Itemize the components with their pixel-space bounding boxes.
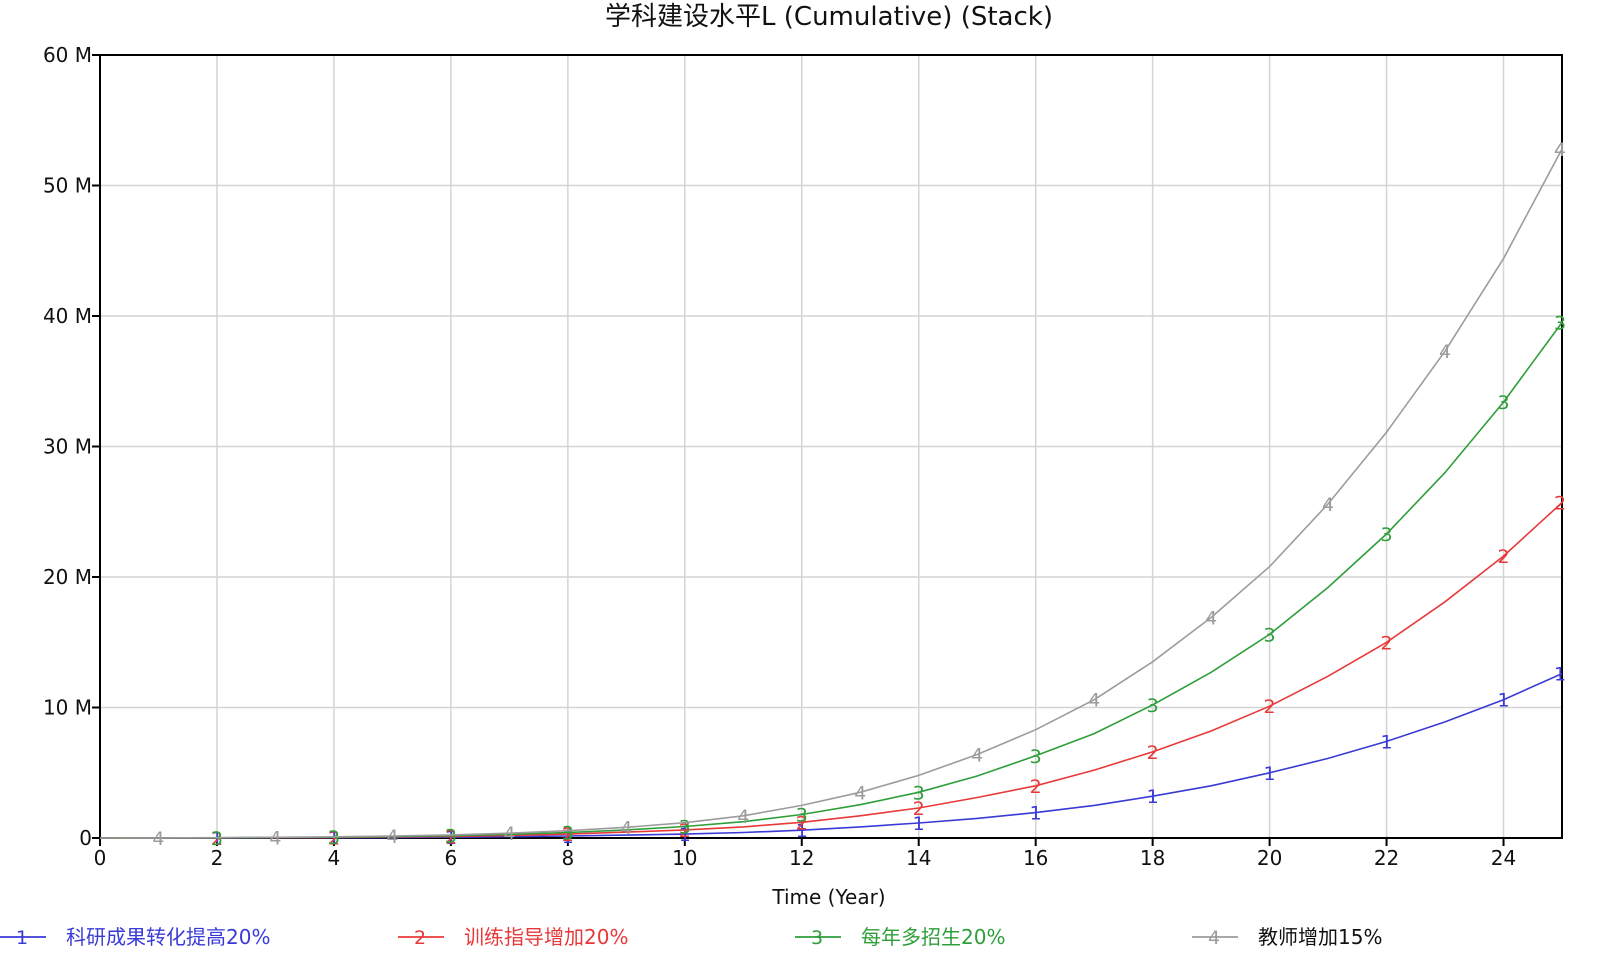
series-4-marker: 4 [386, 826, 398, 848]
series-2-marker: 2 [1264, 696, 1276, 718]
series-2-marker: 2 [328, 827, 340, 849]
x-tick-label: 4 [328, 846, 341, 870]
series-4-marker: 4 [269, 827, 281, 849]
y-tick-label: 0 [79, 826, 92, 850]
x-tick-label: 16 [1023, 846, 1048, 870]
series-3-marker: 3 [211, 828, 223, 850]
legend-marker: 2 [414, 927, 426, 949]
series-3-marker: 3 [1554, 313, 1566, 335]
series-3-marker: 3 [679, 817, 691, 839]
y-tick-label: 20 M [43, 565, 92, 589]
series-4-marker: 4 [1439, 341, 1451, 363]
series-2: 2 2 2 2 2 2 2 2 2 2 2 2 2 [99, 493, 1566, 850]
series-3-marker: 3 [796, 805, 808, 827]
series-1-marker: 1 [211, 828, 223, 850]
series-1-marker: 1 [1554, 664, 1566, 686]
x-tick-label: 0 [94, 846, 107, 870]
legend-label: 教师增加15% [1258, 925, 1382, 949]
series-4-marker: 4 [737, 806, 749, 828]
x-tick-label: 22 [1374, 846, 1399, 870]
series-4-marker: 4 [152, 828, 164, 850]
series-2-marker: 2 [1381, 632, 1393, 654]
x-axis-label: Time (Year) [771, 885, 885, 909]
series-1-marker: 1 [1147, 786, 1159, 808]
y-axis-ticks: 0 10 M 20 M 30 M 40 M 50 M 60 M [43, 43, 100, 850]
legend-label: 每年多招生20% [861, 925, 1005, 949]
series-2-marker: 2 [913, 798, 925, 820]
series-1-line [100, 672, 1563, 839]
series-2-marker: 2 [1554, 493, 1566, 515]
y-tick-label: 50 M [43, 174, 92, 198]
series-2-marker: 2 [445, 826, 457, 848]
y-tick-label: 10 M [43, 696, 92, 720]
legend-marker: 1 [16, 927, 28, 949]
x-tick-label: 2 [211, 846, 224, 870]
series-1-marker: 1 [796, 820, 808, 842]
chart-title: 学科建设水平L (Cumulative) (Stack) [605, 2, 1053, 32]
series-4-marker: 4 [1554, 139, 1566, 161]
series-2-marker: 2 [1147, 742, 1159, 764]
grid [99, 54, 1562, 839]
y-tick-label: 40 M [43, 304, 92, 328]
x-axis-ticks: 0 2 4 6 8 10 12 14 16 18 20 22 24 [94, 838, 1516, 870]
series-3-marker: 3 [1381, 524, 1393, 546]
series-4-marker: 4 [1205, 607, 1217, 629]
series-2-line [99, 502, 1563, 839]
legend: 1 科研成果转化提高20% 2 训练指导增加20% 3 每年多招生20% 4 教师增加15% [0, 925, 1382, 949]
series-3-line [99, 322, 1563, 839]
series-3-marker: 3 [562, 823, 574, 845]
series-1-marker: 1 [913, 813, 925, 835]
series-4-marker: 4 [1088, 690, 1100, 712]
series-4-marker: 4 [503, 823, 515, 845]
series-2-marker: 2 [1030, 776, 1042, 798]
series-3-marker: 3 [913, 782, 925, 804]
y-tick-label: 30 M [43, 435, 92, 459]
x-tick-label: 8 [561, 846, 574, 870]
series-1-marker: 1 [445, 827, 457, 849]
series-3-marker: 3 [328, 827, 340, 849]
x-tick-label: 10 [672, 846, 697, 870]
series-4-marker: 4 [854, 782, 866, 804]
series-2-marker: 2 [679, 820, 691, 842]
series-1-marker: 1 [1381, 731, 1393, 753]
x-tick-label: 24 [1491, 846, 1516, 870]
series-4-marker: 4 [1322, 494, 1334, 516]
series-4-marker: 4 [971, 744, 983, 766]
x-tick-label: 20 [1257, 846, 1282, 870]
x-tick-label: 18 [1140, 846, 1165, 870]
series-4-line [99, 148, 1563, 839]
series-4-marker: 4 [620, 817, 632, 839]
series-3-marker: 3 [1030, 746, 1042, 768]
series-4-marker: 4 [1554, 139, 1566, 161]
y-tick-label: 60 M [43, 43, 92, 67]
series-3-marker: 3 [1497, 392, 1509, 414]
series-3: 3 3 3 3 3 3 3 3 3 3 3 3 3 [99, 313, 1566, 850]
series-1-marker: 1 [1264, 763, 1276, 785]
legend-label: 科研成果转化提高20% [66, 925, 270, 949]
legend-item-2: 2 训练指导增加20% [398, 925, 628, 949]
series-3-marker: 3 [445, 826, 457, 848]
series-3-marker: 3 [1264, 624, 1276, 646]
series-2-marker: 2 [211, 828, 223, 850]
x-tick-label: 12 [789, 846, 814, 870]
legend-marker: 3 [811, 927, 823, 949]
legend-item-3: 3 每年多招生20% [795, 925, 1005, 949]
series-1-marker: 1 [1030, 803, 1042, 825]
series-2-marker: 2 [1497, 546, 1509, 568]
legend-item-4: 4 教师增加15% [1192, 925, 1382, 949]
series-2-marker: 2 [796, 812, 808, 834]
series-3-marker: 3 [1147, 695, 1159, 717]
legend-item-1: 1 科研成果转化提高20% [0, 925, 270, 949]
legend-marker: 4 [1208, 927, 1220, 949]
series-1-marker: 1 [1497, 690, 1509, 712]
x-tick-label: 14 [906, 846, 931, 870]
legend-label: 训练指导增加20% [464, 925, 628, 949]
series-1-marker: 1 [328, 828, 340, 850]
x-tick-label: 6 [445, 846, 458, 870]
series-2-marker: 2 [562, 824, 574, 846]
